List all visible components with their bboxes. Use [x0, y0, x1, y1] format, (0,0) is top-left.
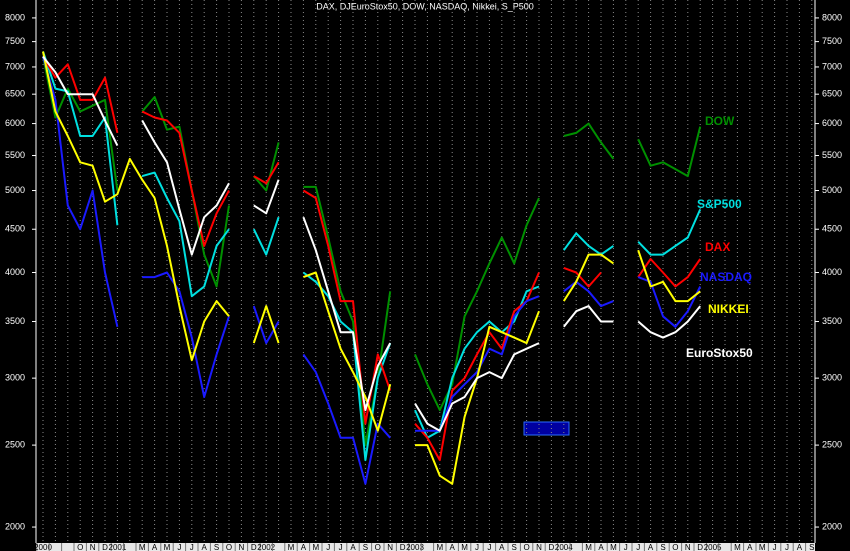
x-tick-label: 2004	[555, 543, 573, 551]
x-tick-label: A	[301, 543, 307, 551]
x-tick-label: J	[326, 543, 330, 551]
x-tick-label: M	[164, 543, 171, 551]
x-tick-label: A	[598, 543, 604, 551]
x-tick-label: A	[648, 543, 654, 551]
y-tick-label: 5500	[822, 150, 842, 160]
x-tick-label: D	[251, 543, 257, 551]
x-tick-label: J	[339, 543, 343, 551]
legend-label: DOW	[705, 114, 735, 128]
x-tick-label: 2001	[109, 543, 127, 551]
series-line	[42, 56, 702, 462]
y-tick-label: 3000	[822, 373, 842, 383]
legend-label: DAX	[705, 240, 730, 254]
marker-box	[523, 421, 570, 436]
legend-label: NIKKEI	[708, 302, 749, 316]
y-tick-label: 6500	[5, 89, 25, 99]
x-tick-label: 2003	[406, 543, 424, 551]
series-line	[42, 56, 702, 485]
x-tick-label: A	[202, 543, 208, 551]
x-tick-label: A	[350, 543, 356, 551]
x-tick-label: A	[450, 543, 456, 551]
x-axis-band	[36, 543, 815, 551]
x-tick-label: O	[226, 543, 232, 551]
x-tick-label: D	[102, 543, 108, 551]
x-tick-label: S	[214, 543, 219, 551]
y-tick-label: 6500	[822, 89, 842, 99]
x-tick-label: N	[387, 543, 393, 551]
y-tick-label: 4500	[822, 224, 842, 234]
x-tick-label: M	[734, 543, 741, 551]
x-tick-label: A	[797, 543, 803, 551]
y-tick-label: 4500	[5, 224, 25, 234]
series-line	[42, 55, 701, 432]
y-tick-label: 6000	[822, 118, 842, 128]
x-tick-label: A	[747, 543, 753, 551]
y-tick-label: 3500	[822, 316, 842, 326]
x-tick-label: A	[499, 543, 505, 551]
x-tick-label: S	[363, 543, 368, 551]
y-tick-label: 5000	[822, 185, 842, 195]
x-tick-label: M	[288, 543, 295, 551]
x-tick-label: O	[77, 543, 83, 551]
x-tick-label: S	[660, 543, 665, 551]
x-tick-label: J	[636, 543, 640, 551]
x-tick-label: N	[536, 543, 542, 551]
y-tick-label: 7500	[5, 36, 25, 46]
x-tick-label: O	[375, 543, 381, 551]
x-tick-label: J	[177, 543, 181, 551]
x-tick-label: N	[90, 543, 96, 551]
x-tick-label: N	[239, 543, 245, 551]
x-tick-label: J	[190, 543, 194, 551]
series-line	[42, 51, 702, 462]
x-tick-label: 2005	[704, 543, 722, 551]
chart-title: DAX, DJEuroStox50, DOW, NASDAQ, Nikkei, …	[316, 1, 534, 11]
y-tick-label: 2500	[822, 439, 842, 449]
x-tick-label: O	[523, 543, 529, 551]
x-tick-label: S	[512, 543, 517, 551]
y-tick-label: 4000	[5, 267, 25, 277]
y-tick-label: 7000	[822, 61, 842, 71]
x-tick-label: 2002	[257, 543, 275, 551]
x-tick-label: D	[697, 543, 703, 551]
y-tick-label: 3500	[5, 316, 25, 326]
legend-label: S&P500	[697, 197, 742, 211]
y-tick-label: 5000	[5, 185, 25, 195]
x-tick-label: J	[773, 543, 777, 551]
y-tick-label: 7500	[822, 36, 842, 46]
x-tick-label: M	[585, 543, 592, 551]
legend-label: EuroStox50	[686, 346, 753, 360]
x-tick-label: O	[672, 543, 678, 551]
x-tick-label: M	[610, 543, 617, 551]
x-tick-label: J	[624, 543, 628, 551]
x-tick-label: D	[400, 543, 406, 551]
x-tick-label: M	[759, 543, 766, 551]
x-tick-label: S	[809, 543, 814, 551]
y-tick-label: 3000	[5, 373, 25, 383]
y-tick-label: 2000	[5, 521, 25, 531]
x-tick-label: J	[487, 543, 491, 551]
y-tick-label: 4000	[822, 267, 842, 277]
y-tick-label: 5500	[5, 150, 25, 160]
y-tick-label: 6000	[5, 118, 25, 128]
x-tick-label: D	[549, 543, 555, 551]
x-tick-label: A	[152, 543, 158, 551]
x-tick-label: J	[785, 543, 789, 551]
x-tick-label: 2000	[34, 543, 52, 551]
x-tick-label: J	[475, 543, 479, 551]
y-tick-label: 8000	[822, 12, 842, 22]
x-tick-label: M	[139, 543, 146, 551]
legend-label: NASDAQ	[700, 270, 752, 284]
x-tick-label: N	[685, 543, 691, 551]
y-tick-label: 2500	[5, 439, 25, 449]
x-tick-label: M	[436, 543, 443, 551]
x-tick-label: M	[312, 543, 319, 551]
y-tick-label: 7000	[5, 61, 25, 71]
y-tick-label: 2000	[822, 521, 842, 531]
y-tick-label: 8000	[5, 12, 25, 22]
x-tick-label: M	[461, 543, 468, 551]
